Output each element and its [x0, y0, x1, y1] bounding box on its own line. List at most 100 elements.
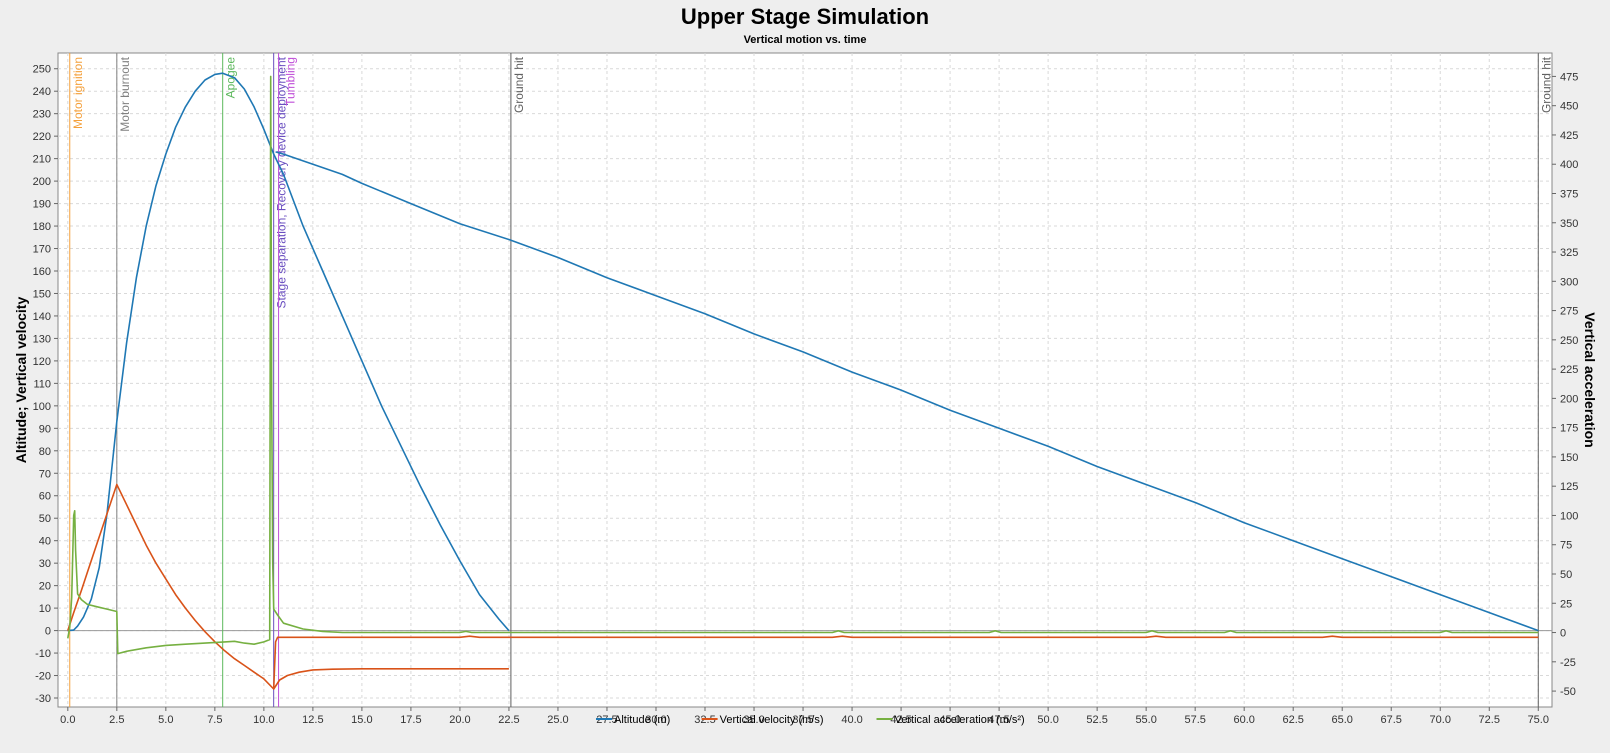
x-tick-label: 0.0 — [60, 714, 75, 726]
y-tick-label: 170 — [33, 244, 51, 256]
y-tick-label: 50 — [39, 513, 51, 525]
y2-tick-label: 50 — [1560, 569, 1572, 581]
event-markers: Motor ignition Motor burnout Apogee Stage s… — [69, 53, 1553, 707]
series-line — [282, 174, 510, 632]
y2-tick-label: 425 — [1560, 130, 1578, 142]
y2-tick-label: 400 — [1560, 159, 1578, 171]
y2-axis-label: Vertical acceleration — [1582, 312, 1598, 447]
y2-tick-label: 175 — [1560, 423, 1578, 435]
x-tick-label: 2.5 — [109, 714, 124, 726]
y-tick-label: 120 — [33, 356, 51, 368]
x-tick-label: 5.0 — [158, 714, 173, 726]
y2-tick-label: 450 — [1560, 101, 1578, 113]
y2-tick-label: 150 — [1560, 452, 1578, 464]
x-tick-label: 65.0 — [1332, 714, 1353, 726]
legend-label: Vertical acceleration (m/s²) — [895, 714, 1025, 726]
y2-tick-label: 475 — [1560, 71, 1578, 83]
y-tick-label: 20 — [39, 581, 51, 593]
y-tick-label: 90 — [39, 423, 51, 435]
x-tick-label: 42.5 — [890, 714, 911, 726]
x-tick-label: 72.5 — [1479, 714, 1500, 726]
y2-tick-label: 250 — [1560, 335, 1578, 347]
x-tick-label: 20.0 — [449, 714, 470, 726]
x-tick-label: 67.5 — [1381, 714, 1402, 726]
event-label: Motor burnout — [118, 56, 132, 131]
y-tick-label: 150 — [33, 288, 51, 300]
x-tick-label: 37.5 — [792, 714, 813, 726]
y2-tick-label: 325 — [1560, 247, 1578, 259]
y-tick-label: 130 — [33, 333, 51, 345]
y-tick-label: 220 — [33, 131, 51, 143]
y2-tick-label: 350 — [1560, 218, 1578, 230]
y2-tick-label: 25 — [1560, 598, 1572, 610]
x-tick-label: 35.0 — [743, 714, 764, 726]
x-tick-label: 57.5 — [1184, 714, 1205, 726]
y-tick-label: 240 — [33, 86, 51, 98]
legend: Altitude (m) Vertical velocity (m/s) Verti… — [596, 714, 1025, 726]
y-tick-label: 250 — [33, 64, 51, 76]
y-tick-label: 230 — [33, 109, 51, 121]
y2-tick-label: 125 — [1560, 481, 1578, 493]
x-tick-label: 47.5 — [988, 714, 1009, 726]
y-tick-label: 200 — [33, 176, 51, 188]
y-tick-label: 40 — [39, 536, 51, 548]
y-axis-label: Altitude; Vertical velocity — [13, 297, 29, 464]
y-tick-label: 180 — [33, 221, 51, 233]
x-tick-label: 25.0 — [547, 714, 568, 726]
x-tick-label: 60.0 — [1233, 714, 1254, 726]
chart-subtitle: Vertical motion vs. time — [744, 34, 867, 46]
event-label: Apogee — [224, 57, 238, 99]
series-line — [67, 75, 1539, 655]
x-tick-label: 17.5 — [400, 714, 421, 726]
y-tick-label: 10 — [39, 603, 51, 615]
y-tick-label: 80 — [39, 446, 51, 458]
y-tick-label: 100 — [33, 401, 51, 413]
x-tick-label: 52.5 — [1086, 714, 1107, 726]
axis-ticks: 0.0 2.5 5.0 7.5 10.0 12.5 15.0 17.5 20.0 22.5 25.0… — [33, 64, 1579, 726]
x-tick-label: 45.0 — [939, 714, 960, 726]
x-tick-label: 10.0 — [253, 714, 274, 726]
x-tick-label: 22.5 — [498, 714, 519, 726]
y2-tick-label: 300 — [1560, 276, 1578, 288]
y-tick-label: -20 — [35, 671, 51, 683]
y-tick-label: 190 — [33, 199, 51, 211]
x-tick-label: 62.5 — [1282, 714, 1303, 726]
event-label: Motor ignition — [71, 57, 85, 129]
y2-tick-label: -25 — [1560, 657, 1576, 669]
y2-tick-label: 75 — [1560, 540, 1572, 552]
y-tick-label: 70 — [39, 468, 51, 480]
y-tick-label: -10 — [35, 648, 51, 660]
y2-tick-label: 0 — [1560, 628, 1566, 640]
y-tick-label: 0 — [45, 626, 51, 638]
series-line — [67, 72, 285, 632]
chart-title: Upper Stage Simulation — [681, 4, 929, 29]
x-tick-label: 70.0 — [1430, 714, 1451, 726]
legend-label: Vertical velocity (m/s) — [720, 714, 824, 726]
x-tick-label: 55.0 — [1135, 714, 1156, 726]
series-line — [275, 151, 1539, 632]
x-tick-label: 40.0 — [841, 714, 862, 726]
series-line — [272, 635, 1539, 690]
y2-tick-label: 375 — [1560, 188, 1578, 200]
series-line — [67, 483, 509, 690]
y2-tick-label: 275 — [1560, 306, 1578, 318]
x-tick-label: 30.0 — [645, 714, 666, 726]
x-tick-label: 50.0 — [1037, 714, 1058, 726]
y2-tick-label: 225 — [1560, 364, 1578, 376]
y-tick-label: 140 — [33, 311, 51, 323]
y2-tick-label: -50 — [1560, 686, 1576, 698]
x-tick-label: 15.0 — [351, 714, 372, 726]
event-label: Ground hit — [1539, 56, 1553, 113]
series-lines — [67, 72, 1539, 690]
x-tick-label: 7.5 — [207, 714, 222, 726]
y-tick-label: 160 — [33, 266, 51, 278]
y2-tick-label: 200 — [1560, 393, 1578, 405]
x-tick-label: 12.5 — [302, 714, 323, 726]
y-tick-label: 110 — [33, 378, 51, 390]
y-tick-label: 60 — [39, 491, 51, 503]
y-tick-label: 210 — [33, 154, 51, 166]
legend-label: Altitude (m) — [614, 714, 670, 726]
x-tick-label: 75.0 — [1528, 714, 1549, 726]
y-tick-label: 30 — [39, 558, 51, 570]
